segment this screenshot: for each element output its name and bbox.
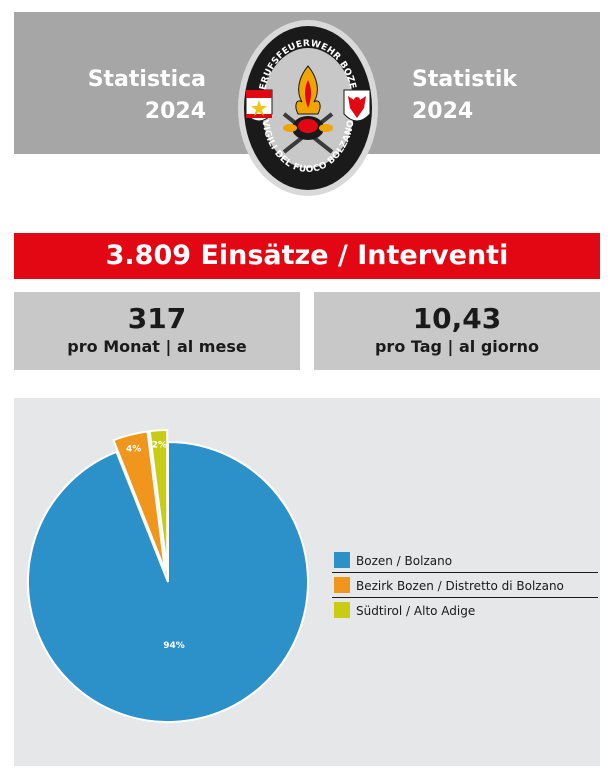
- pie-slice-label-2: 4%: [126, 444, 141, 454]
- legend-label-1: Bozen / Bolzano: [356, 554, 453, 568]
- per-month-label: pro Monat | al mese: [67, 337, 247, 356]
- header-right-title: Statistik: [412, 67, 518, 92]
- total-interventions-banner: 3.809 Einsätze / Interventi: [14, 233, 600, 279]
- legend-label-2: Bezirk Bozen / Distretto di Bolzano: [356, 579, 564, 593]
- fire-brigade-logo: BERUFSFEUERWEHR BOZEN VIGILI DEL FUOCO B…: [238, 20, 378, 196]
- flame-helmet-icon: [282, 65, 334, 154]
- per-month-value: 317: [127, 302, 187, 335]
- legend-swatch-2: [334, 577, 350, 593]
- pie-chart: 94% 4% 2%: [27, 429, 309, 723]
- pie-slice-label-1: 94%: [163, 641, 185, 651]
- per-day-label: pro Tag | al giorno: [374, 337, 540, 356]
- south-tyrol-eagle-icon: [343, 89, 371, 122]
- header-left-year: 2024: [144, 99, 206, 124]
- pie-slice-label-3: 2%: [152, 440, 167, 450]
- per-day-value: 10,43: [412, 302, 502, 335]
- legend-swatch-1: [334, 552, 350, 568]
- header-right-year: 2024: [412, 99, 474, 124]
- chart-legend: Bozen / Bolzano Bezirk Bozen / Distretto …: [332, 550, 598, 624]
- header-left-text: Statistica 2024: [88, 64, 206, 128]
- chart-panel: 94% 4% 2% Bozen / Bolzano Bezirk Bozen / Di…: [14, 398, 600, 766]
- legend-item-1: Bozen / Bolzano: [332, 550, 598, 573]
- header-right-text: Statistik 2024: [412, 64, 517, 128]
- legend-item-3: Südtirol / Alto Adige: [332, 600, 598, 622]
- pie-slice-1: [27, 440, 309, 723]
- bozen-coat-of-arms-icon: [245, 89, 273, 122]
- legend-swatch-3: [334, 602, 350, 618]
- header-left-title: Statistica: [87, 67, 206, 92]
- pie-slice-3: [148, 429, 169, 571]
- pie-slice-2: [112, 430, 167, 571]
- per-month-stat: 317 pro Monat | al mese: [14, 292, 300, 370]
- legend-item-2: Bezirk Bozen / Distretto di Bolzano: [332, 575, 598, 598]
- per-day-stat: 10,43 pro Tag | al giorno: [314, 292, 600, 370]
- legend-label-3: Südtirol / Alto Adige: [356, 604, 476, 618]
